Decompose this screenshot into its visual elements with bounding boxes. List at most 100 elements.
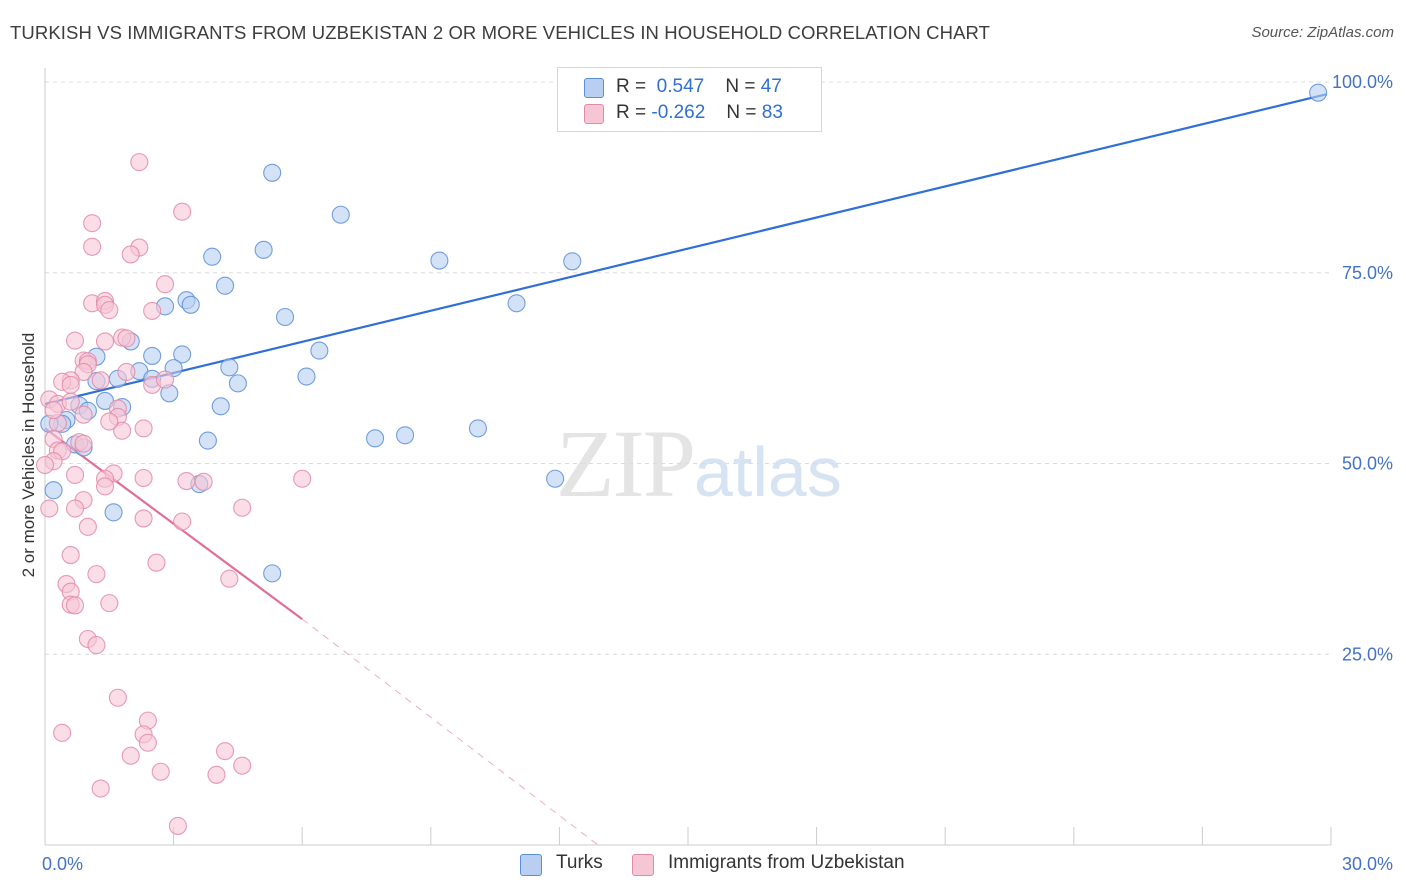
turks-swatch [584, 78, 604, 98]
turks-point [276, 307, 295, 327]
uzbekistan-swatch [584, 104, 604, 124]
turks-trend-line [44, 93, 1327, 406]
turks-point [563, 252, 582, 271]
turks-point [263, 163, 282, 182]
axes [44, 68, 1332, 846]
uzbekistan-point [100, 594, 119, 613]
uzbekistan-point [130, 153, 149, 172]
uzbekistan-point [61, 392, 80, 411]
uzbekistan-point [53, 723, 72, 742]
watermark-atlas: atlas [694, 433, 842, 511]
uzbekistan-point [74, 434, 93, 453]
chart-title: TURKISH VS IMMIGRANTS FROM UZBEKISTAN 2 … [10, 22, 991, 43]
uzbekistan-point [87, 636, 106, 655]
turks-point [263, 564, 282, 583]
uzbekistan-point [61, 546, 80, 565]
uzbekistan-point [44, 401, 63, 420]
uzbekistan-point [173, 512, 192, 531]
uzbekistan-point [121, 746, 140, 765]
turks-point [297, 367, 316, 386]
y-tick-label: 75.0% [1342, 263, 1393, 283]
uzbekistan-point [121, 245, 140, 264]
y-tick-label: 25.0% [1342, 644, 1393, 664]
r-value: -0.262 [651, 102, 706, 123]
uzbekistan-point [173, 202, 192, 221]
uzbekistan-point [134, 509, 153, 528]
n-label: N = [725, 76, 756, 97]
turks-point [173, 345, 192, 364]
uzbekistan-point [91, 371, 110, 390]
uzbekistan-point [215, 742, 235, 761]
uzbekistan-point [65, 331, 85, 350]
uzbekistan-point [95, 332, 115, 351]
turks-point [228, 374, 247, 393]
turks-legend-swatch [520, 854, 542, 876]
turks-point [215, 276, 235, 295]
turks-point [468, 419, 488, 438]
turks-point [44, 481, 63, 500]
uzbekistan-point [113, 421, 132, 440]
uzbekistan-point [35, 455, 55, 475]
uzbekistan-point [83, 214, 102, 233]
uzbekistan-point [138, 733, 157, 752]
x-tick-label: 0.0% [42, 854, 83, 874]
watermark: ZIPatlas [556, 408, 842, 519]
r-value: 0.547 [656, 76, 705, 97]
uzbekistan-point [233, 498, 252, 517]
data-points [35, 83, 1328, 835]
turks-point [104, 503, 123, 522]
turks-point [430, 251, 449, 270]
turks-point [366, 429, 385, 448]
tick-labels: 25.0% 50.0% 75.0% 100.0% 0.0% 30.0% [42, 72, 1393, 874]
turks-point [143, 346, 162, 365]
uzbekistan-point [74, 405, 93, 424]
uzbekistan-point [100, 412, 119, 431]
uzbekistan-point [177, 471, 196, 491]
turks-point [211, 397, 230, 416]
stats-legend: R = 0.547 N = 47 R = -0.262 N = 83 [557, 67, 822, 132]
uzbekistan-trend-extension [301, 618, 599, 846]
uzbekistan-point [78, 517, 97, 536]
uzbekistan-point [134, 468, 153, 488]
turks-point [181, 295, 200, 314]
turks-point [198, 431, 217, 450]
uzbekistan-point [155, 275, 175, 294]
uzbekistan-point [65, 465, 85, 484]
source-label: Source: ZipAtlas.com [1251, 24, 1394, 41]
uzbekistan-point [40, 499, 59, 518]
turks-point [310, 341, 329, 360]
uzbekistan-point [293, 469, 312, 488]
r-label: R = [616, 76, 647, 97]
uzbekistan-point [74, 362, 93, 381]
legend-text-turks: R = 0.547 N = 47 [616, 76, 782, 98]
trend-lines [44, 93, 1327, 846]
uzbekistan-point [155, 370, 175, 389]
turks-point [1309, 83, 1328, 102]
turks-point [203, 247, 222, 266]
uzbekistan-point [87, 565, 106, 584]
uzbekistan-point [207, 765, 226, 784]
n-label: N = [726, 102, 757, 123]
y-tick-label: 50.0% [1342, 454, 1393, 474]
uzbekistan-point [65, 596, 85, 615]
uzbekistan-point [168, 816, 187, 835]
uzbekistan-point [91, 779, 110, 798]
uzbekistan-point [108, 688, 127, 707]
turks-point [396, 426, 415, 445]
uzbekistan-point [194, 472, 213, 491]
turks-point [546, 469, 565, 488]
n-value: 83 [761, 102, 783, 123]
uzbekistan-legend-label: Immigrants from Uzbekistan [668, 852, 905, 873]
turks-point [220, 358, 239, 377]
uzbekistan-point [100, 301, 119, 320]
y-tick-label: 100.0% [1332, 72, 1393, 92]
turks-point [507, 294, 526, 313]
uzbekistan-point [233, 756, 252, 775]
uzbekistan-point [143, 301, 162, 320]
legend-text-uzbekistan: R = -0.262 N = 83 [616, 102, 783, 124]
uzbekistan-point [151, 762, 170, 781]
uzbekistan-point [220, 569, 239, 588]
x-tick-label: 30.0% [1342, 854, 1393, 874]
uzbekistan-point [95, 477, 115, 496]
